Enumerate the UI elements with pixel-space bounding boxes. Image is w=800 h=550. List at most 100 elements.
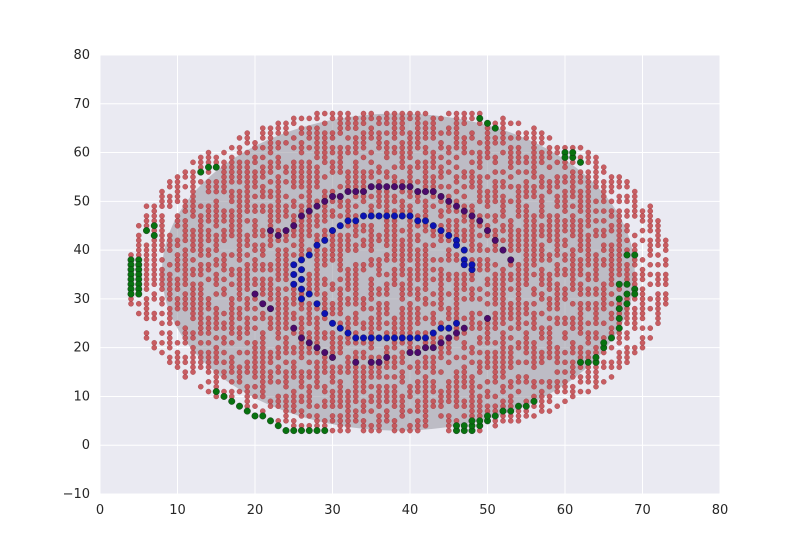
red-point: [570, 374, 576, 380]
red-point: [562, 252, 568, 258]
red-point: [655, 281, 661, 288]
green-point: [623, 290, 631, 298]
red-point: [283, 408, 289, 414]
red-point: [608, 227, 615, 234]
red-point: [329, 159, 336, 166]
red-point: [399, 359, 405, 366]
red-point: [647, 247, 654, 253]
red-point: [523, 266, 530, 273]
red-point: [476, 198, 483, 205]
red-point: [283, 203, 289, 209]
red-point: [469, 110, 475, 117]
red-point: [143, 218, 150, 224]
red-point: [267, 213, 274, 219]
red-point: [570, 213, 576, 219]
red-point: [159, 296, 165, 302]
red-point: [376, 291, 382, 297]
red-point: [500, 320, 506, 327]
red-point: [151, 271, 157, 278]
green-point: [569, 149, 577, 157]
red-point: [352, 232, 359, 239]
red-point: [383, 393, 390, 400]
red-point: [616, 247, 623, 253]
red-point: [221, 369, 227, 375]
red-point: [298, 325, 305, 331]
red-point: [345, 232, 351, 239]
red-point: [166, 330, 173, 336]
red-point: [562, 359, 568, 366]
red-point: [414, 135, 421, 141]
red-point: [174, 179, 181, 185]
red-point: [593, 315, 599, 322]
red-point: [639, 310, 646, 317]
red-point: [562, 257, 568, 263]
red-point: [407, 237, 413, 244]
red-point: [360, 266, 367, 273]
red-point: [422, 374, 429, 380]
red-point: [205, 188, 212, 195]
red-point: [461, 144, 467, 151]
red-point: [515, 296, 522, 302]
red-point: [476, 359, 483, 366]
red-point: [484, 354, 491, 361]
red-point: [259, 354, 266, 361]
red-point: [306, 398, 312, 405]
red-point: [267, 374, 274, 380]
red-point: [213, 232, 219, 239]
red-point: [546, 301, 553, 307]
red-point: [182, 354, 188, 361]
red-point: [314, 374, 320, 380]
red-point: [616, 257, 623, 263]
red-point: [570, 276, 576, 283]
red-point: [329, 379, 336, 385]
red-point: [182, 271, 188, 278]
red-point: [570, 179, 576, 185]
red-point: [484, 325, 491, 331]
red-point: [368, 369, 374, 375]
red-point: [492, 393, 498, 400]
red-point: [438, 281, 444, 288]
red-point: [159, 286, 165, 292]
red-point: [562, 222, 568, 229]
red-point: [337, 422, 343, 429]
red-point: [391, 266, 398, 273]
red-point: [554, 227, 561, 234]
red-point: [383, 174, 390, 180]
red-point: [283, 413, 289, 419]
red-point: [608, 183, 615, 190]
red-point: [616, 335, 623, 341]
red-point: [453, 120, 460, 127]
red-point: [476, 320, 483, 327]
red-point: [213, 203, 219, 209]
red-point: [360, 110, 367, 117]
red-point: [298, 242, 305, 248]
red-point: [190, 271, 196, 278]
red-point: [430, 301, 436, 307]
red-point: [345, 125, 351, 131]
red-point: [500, 115, 506, 122]
red-point: [639, 344, 646, 351]
red-point: [283, 320, 289, 327]
red-point: [608, 315, 615, 322]
red-point: [321, 110, 328, 117]
red-point: [228, 296, 235, 302]
red-point: [244, 169, 250, 175]
red-point: [422, 315, 429, 322]
red-point: [383, 388, 390, 395]
red-point: [174, 301, 181, 307]
red-point: [647, 261, 654, 268]
red-point: [376, 310, 382, 317]
red-point: [306, 413, 312, 419]
red-point: [414, 291, 421, 297]
red-point: [399, 379, 405, 385]
red-point: [298, 169, 305, 175]
red-point: [430, 359, 436, 366]
red-point: [523, 188, 530, 195]
red-point: [422, 271, 429, 278]
red-point: [368, 193, 374, 200]
red-point: [414, 315, 421, 322]
red-point: [577, 301, 584, 307]
red-point: [205, 237, 212, 244]
red-point: [507, 286, 514, 292]
red-point: [314, 232, 320, 239]
